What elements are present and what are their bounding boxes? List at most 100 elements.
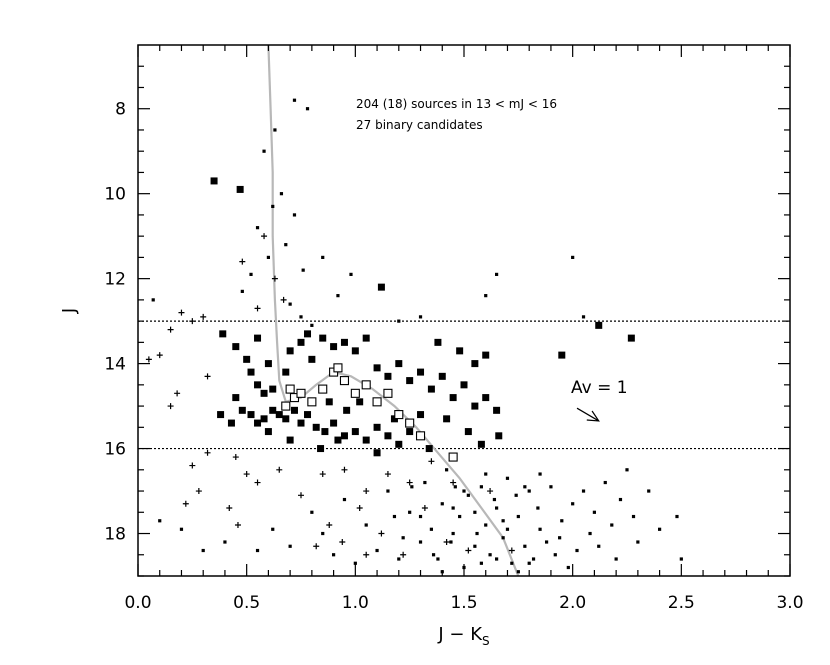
y-tick-label: 12 [104,270,126,290]
field-point [575,548,579,553]
x-axis-label-main: J − K [437,624,483,645]
field-point [321,255,325,259]
field-point [273,128,277,132]
field-point [538,472,542,476]
binary-candidate-point [285,384,295,394]
plus-point [326,522,333,529]
binary-candidate-point [448,452,458,462]
field-point [249,272,253,276]
field-point [510,561,514,565]
member-point [247,368,255,376]
field-point [255,548,260,553]
field-point [479,561,483,565]
member-point [317,445,325,453]
field-point [484,294,488,298]
member-point [275,411,283,419]
field-point [271,527,275,531]
field-point [618,497,623,502]
member-point [351,347,359,355]
member-point [343,406,351,414]
member-point [227,419,235,427]
field-point [158,519,162,523]
x-tick-label: 1.0 [342,593,369,613]
plus-point [167,403,174,410]
field-point [597,544,601,548]
member-point [351,428,359,436]
field-point [408,510,412,514]
y-tick-label: 10 [104,185,126,205]
y-tick-label: 8 [115,100,126,120]
plus-point [508,547,515,554]
plus-point [204,373,211,380]
member-point [373,449,381,457]
plus-point [313,543,320,550]
field-point [310,323,314,327]
member-point [247,411,255,419]
plus-point [243,471,250,478]
field-point [581,315,586,319]
field-point [514,493,518,497]
member-point [558,351,566,359]
x-axis-label-sub: S [482,634,490,648]
member-point [384,372,392,380]
field-point [305,107,310,111]
field-point [310,510,314,514]
field-point [349,272,353,276]
plus-point [156,352,163,359]
plus-point [319,471,326,478]
field-point [484,523,488,527]
field-point [523,544,527,548]
plus-point [234,522,241,529]
member-point [449,394,457,402]
member-point [482,351,490,359]
field-point [223,540,227,544]
field-point [386,489,390,493]
plus-point [465,547,472,554]
field-point [571,255,575,259]
member-point [425,445,433,453]
binary-candidate-point [361,380,371,390]
field-point [473,510,477,514]
member-point [427,385,435,393]
field-point [397,557,401,561]
member-point [308,355,316,363]
plus-point [200,313,207,320]
plus-point [145,356,152,363]
member-point [417,411,425,419]
field-point [462,489,466,493]
member-point [312,423,320,431]
member-point [254,334,262,342]
member-point [340,338,348,346]
binary-candidate-point [372,397,382,407]
field-point [473,544,477,548]
member-point [236,185,244,193]
field-point [625,468,629,472]
member-point [417,368,425,376]
field-point [588,531,592,536]
field-point [418,540,423,544]
plus-point [384,471,391,478]
plus-point [167,326,174,333]
x-tick-label: 3.0 [776,593,803,613]
member-point [319,334,327,342]
x-tick-label: 0.5 [233,593,260,613]
field-point [647,489,651,493]
field-point [603,480,607,485]
tick-labels: 0.0 0.5 1.0 1.5 2.0 2.5 3.0 8 10 12 14 16 18 [104,100,803,613]
field-point [418,514,423,519]
field-point [451,506,455,510]
field-point [451,531,455,536]
field-point [453,485,457,489]
plus-point [174,390,181,397]
field-point [431,553,436,557]
field-point [631,514,636,519]
member-point [254,419,262,427]
member-point [232,343,240,351]
y-tick-label: 14 [104,355,126,375]
field-point [440,502,444,506]
member-point [254,381,262,389]
member-point [627,334,635,342]
member-point [443,415,451,423]
member-point [377,283,385,291]
